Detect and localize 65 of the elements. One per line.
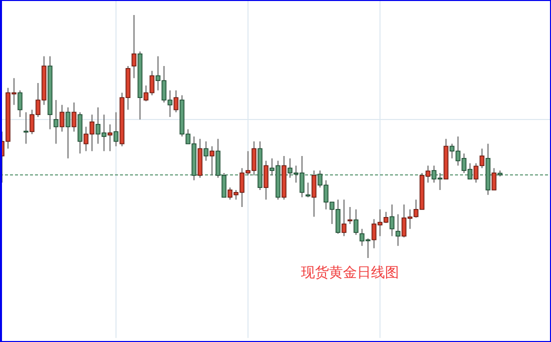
candlestick (360, 228, 364, 246)
candlestick (438, 172, 442, 190)
candlestick (144, 84, 148, 102)
candlestick (54, 100, 58, 144)
candlestick (66, 106, 70, 159)
candlestick (204, 140, 208, 162)
candlestick (468, 162, 472, 180)
candlestick (174, 90, 178, 113)
candlestick (318, 170, 322, 188)
candlestick (342, 199, 346, 237)
candlestick (348, 206, 352, 224)
candlestick (312, 170, 316, 218)
candlestick (108, 124, 112, 152)
title: 现货黄金日线图 (301, 265, 399, 281)
candlestick (390, 204, 394, 237)
candlestick (402, 204, 406, 238)
candlestick (330, 202, 334, 224)
candlestick (384, 211, 388, 224)
candlestick (36, 82, 40, 118)
candlestick (414, 199, 418, 218)
candlestick (270, 158, 274, 176)
candlestick (24, 112, 28, 144)
candlestick (114, 112, 118, 147)
candlestick (234, 189, 238, 200)
candlestick (18, 90, 22, 118)
candlestick (462, 153, 466, 174)
candlestick (456, 136, 460, 166)
candlestick (240, 168, 244, 208)
candlestick (150, 70, 154, 96)
candlestick (132, 14, 136, 79)
candlestick (252, 140, 256, 176)
candlestick (396, 214, 400, 246)
candlestick (354, 208, 358, 236)
candlestick (186, 128, 190, 144)
candlestick (432, 165, 436, 184)
candlestick (372, 218, 376, 249)
candlestick (96, 106, 100, 144)
candlestick (30, 109, 34, 135)
candlestick (228, 187, 232, 200)
candlestick (408, 208, 412, 230)
candlestick (60, 104, 64, 132)
candlestick (474, 162, 478, 184)
candlestick (426, 165, 430, 184)
candlestick (168, 90, 172, 118)
candlestick (12, 78, 16, 106)
candlestick (72, 102, 76, 132)
candlestick (246, 150, 250, 176)
candlestick (102, 114, 106, 152)
candlestick (492, 168, 496, 190)
candlestick (162, 66, 166, 103)
candlestick (306, 182, 310, 198)
candlestick (324, 180, 328, 210)
candlestick (264, 160, 268, 200)
candlestick (300, 155, 304, 198)
candlestick (288, 158, 292, 178)
candlestick (294, 165, 298, 184)
candlestick (90, 114, 94, 152)
candlestick (336, 199, 340, 234)
candlestick (366, 238, 370, 258)
candlestick (450, 143, 454, 159)
candlestick (210, 146, 214, 176)
candlestick (378, 208, 382, 237)
candlestick (84, 126, 88, 152)
candlestick (156, 56, 160, 91)
candlestick (480, 148, 484, 169)
